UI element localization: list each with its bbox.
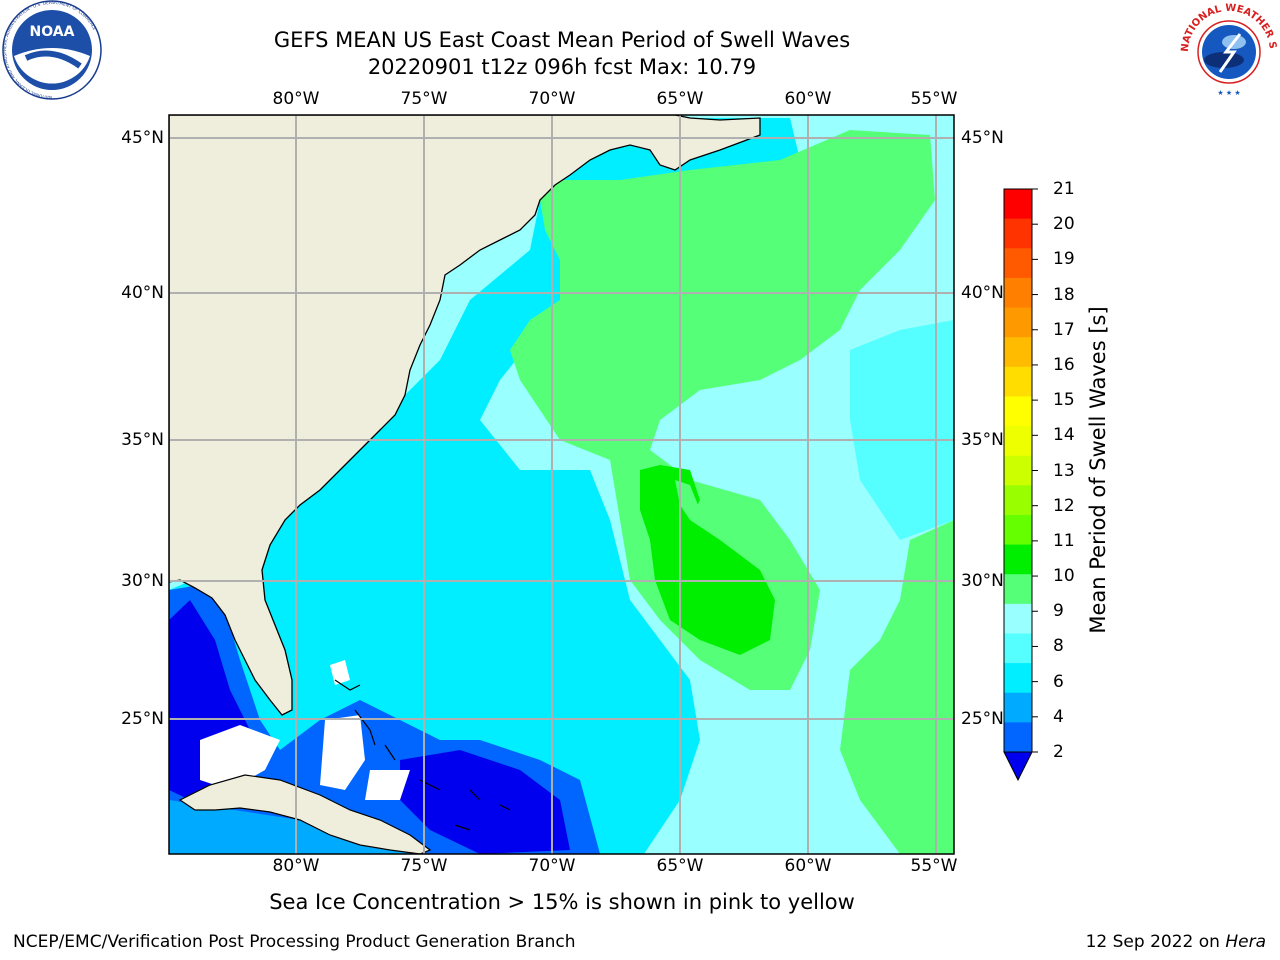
sea-ice-note: Sea Ice Concentration > 15% is shown in … <box>269 890 855 914</box>
colorbar-swatch <box>1004 514 1032 546</box>
noaa-logo-text: NOAA <box>30 24 75 40</box>
lon-label-top: 80°W <box>272 89 320 109</box>
colorbar-swatch <box>1004 218 1032 249</box>
lon-label-bottom: 75°W <box>400 856 448 876</box>
lat-label-right: 25°N <box>961 709 1004 729</box>
chart-subtitle: 20220901 t12z 096h fcst Max: 10.79 <box>367 55 757 79</box>
colorbar-tick-label: 20 <box>1053 214 1075 235</box>
lon-label-top: 70°W <box>528 89 576 109</box>
colorbar-swatch <box>1004 574 1032 605</box>
lat-label-left: 25°N <box>121 709 164 729</box>
lat-label-right: 45°N <box>961 128 1004 148</box>
colorbar-swatch <box>1004 307 1032 338</box>
colorbar-tick-label: 19 <box>1053 249 1075 270</box>
land-mass <box>169 115 761 716</box>
colorbar-tick-label: 12 <box>1053 495 1075 516</box>
field-region-cyan <box>169 118 800 854</box>
lat-label-right: 40°N <box>961 283 1004 303</box>
colorbar-swatch <box>1004 633 1032 664</box>
field-region-green-se <box>840 520 954 854</box>
chart-title: GEFS MEAN US East Coast Mean Period of S… <box>273 28 851 52</box>
colorbar-tick-label: 15 <box>1053 390 1075 411</box>
colorbar-tick-label: 9 <box>1053 601 1064 622</box>
footer-date: 12 Sep 2022 on Hera <box>1085 932 1266 952</box>
lon-label-top: 75°W <box>400 89 448 109</box>
colorbar-swatch <box>1004 722 1032 753</box>
colorbar-tick-label: 17 <box>1053 319 1075 340</box>
map-frame <box>168 114 955 855</box>
lat-label-left: 30°N <box>121 571 164 591</box>
footer-credit: NCEP/EMC/Verification Post Processing Pr… <box>13 932 576 952</box>
colorbar-tick-label: 13 <box>1053 460 1075 481</box>
colorbar-swatch <box>1004 337 1032 368</box>
colorbar-swatch <box>1004 692 1032 723</box>
lon-label-top: 65°W <box>656 89 704 109</box>
colorbar-swatch <box>1004 485 1032 516</box>
colorbar-swatch <box>1004 603 1032 634</box>
colorbar-label: Mean Period of Swell Waves [s] <box>1086 306 1110 634</box>
colorbar-swatch <box>1004 455 1032 486</box>
lon-label-top: 55°W <box>910 89 958 109</box>
lon-label-bottom: 80°W <box>272 856 320 876</box>
footer-host: Hera <box>1225 932 1266 952</box>
lat-label-right: 35°N <box>961 430 1004 450</box>
lat-label-left: 40°N <box>121 283 164 303</box>
lat-label-right: 30°N <box>961 571 1004 591</box>
lon-label-bottom: 60°W <box>784 856 832 876</box>
colorbar-tick-label: 21 <box>1053 179 1075 199</box>
lon-label-bottom: 65°W <box>656 856 704 876</box>
colorbar-tick-label: 18 <box>1053 284 1075 305</box>
field-region-green <box>510 130 935 690</box>
nws-logo: NATIONAL WEATHER SERVICE ★ ★ ★ <box>1174 0 1278 100</box>
colorbar-swatch <box>1004 426 1032 457</box>
lon-label-bottom: 55°W <box>910 856 958 876</box>
colorbar-swatch <box>1004 248 1032 279</box>
colorbar-swatch <box>1004 277 1032 309</box>
field-region-cyan-east <box>850 320 954 540</box>
colorbar-tick-label: 10 <box>1053 566 1075 587</box>
land-cuba <box>178 774 432 854</box>
colorbar-tick-label: 2 <box>1053 742 1064 762</box>
lat-label-left: 35°N <box>121 430 164 450</box>
colorbar-tick-label: 8 <box>1053 636 1064 657</box>
colorbar <box>1003 188 1038 782</box>
colorbar-tick-label: 16 <box>1053 354 1075 375</box>
graticule <box>169 115 954 854</box>
colorbar-tick-label: 14 <box>1053 425 1075 446</box>
colorbar-swatch <box>1004 396 1032 427</box>
field-region-max <box>640 465 775 655</box>
colorbar-under-arrow <box>1003 751 1033 782</box>
lat-label-left: 45°N <box>121 128 164 148</box>
colorbar-swatch <box>1004 189 1032 220</box>
colorbar-swatch <box>1004 366 1032 397</box>
colorbar-swatch <box>1004 544 1032 575</box>
colorbar-swatch <box>1004 663 1032 694</box>
lon-label-top: 60°W <box>784 89 832 109</box>
noaa-logo: NOAA NATIONAL OCEANIC AND ATMOSPHERIC AD… <box>2 0 102 100</box>
colorbar-tick-label: 4 <box>1053 706 1064 727</box>
colorbar-tick-label: 11 <box>1053 530 1075 551</box>
colorbar-tick-label: 6 <box>1053 671 1064 692</box>
svg-text:★ ★ ★: ★ ★ ★ <box>1217 89 1240 97</box>
field-nodata <box>200 725 280 790</box>
lon-label-bottom: 70°W <box>528 856 576 876</box>
